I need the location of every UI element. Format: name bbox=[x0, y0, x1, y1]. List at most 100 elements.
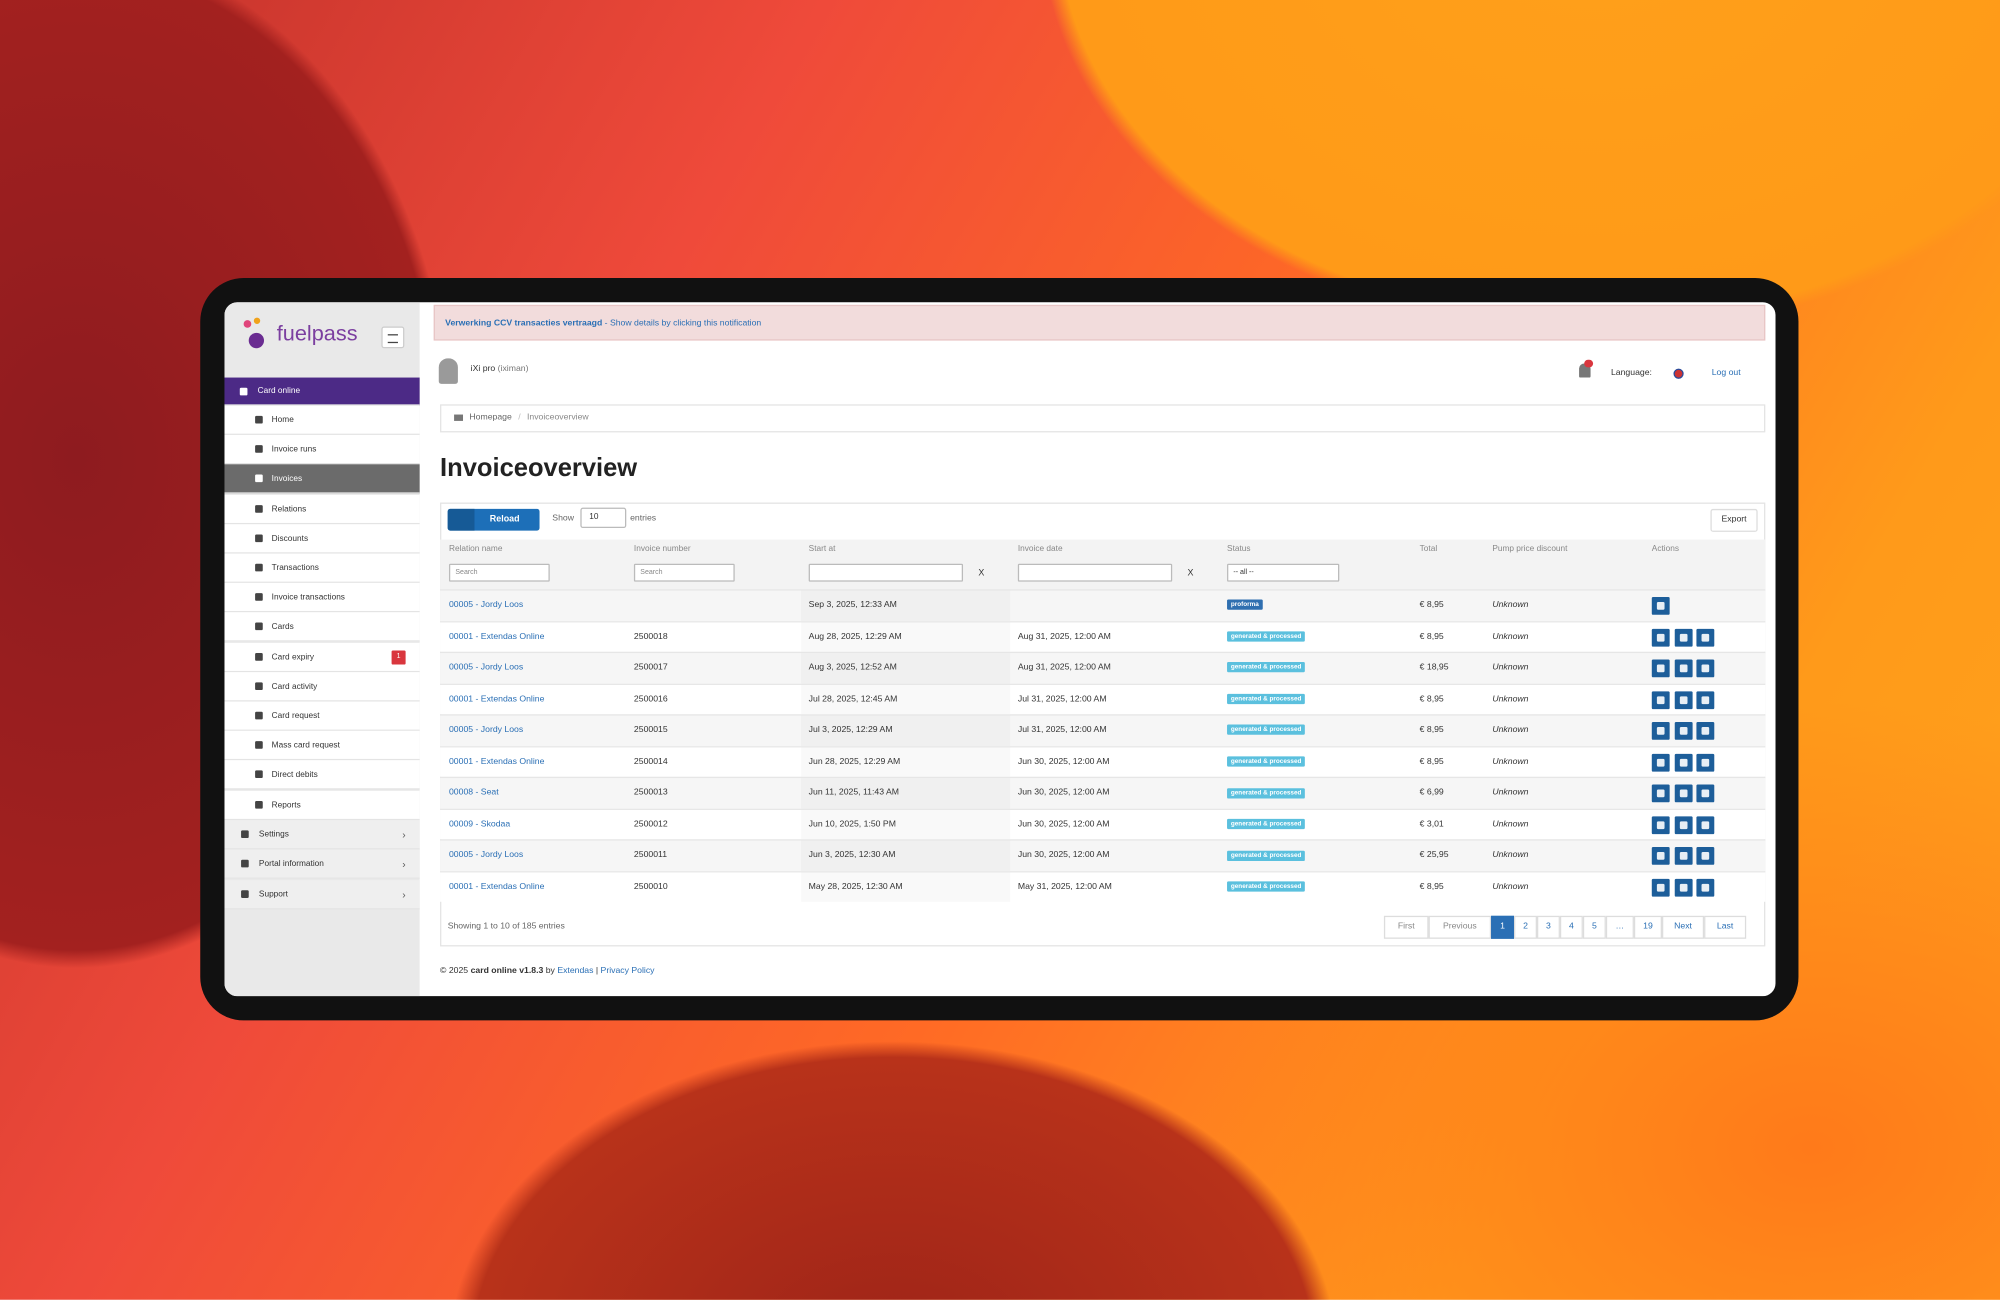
column-header[interactable]: Actions bbox=[1651, 544, 1679, 554]
search-relation[interactable]: Search bbox=[448, 563, 550, 582]
pagination-item[interactable]: First bbox=[1383, 915, 1429, 939]
pagination-item[interactable]: Previous bbox=[1428, 915, 1492, 939]
action-button[interactable] bbox=[1651, 596, 1670, 615]
start-at: Jul 28, 2025, 12:45 AM bbox=[808, 694, 898, 704]
action-button[interactable] bbox=[1696, 753, 1715, 772]
footer-company[interactable]: Extendas bbox=[557, 966, 594, 976]
status-cell: generated & processed bbox=[1227, 810, 1306, 841]
action-button[interactable] bbox=[1674, 690, 1692, 709]
sidebar-item[interactable]: Cards bbox=[224, 612, 420, 643]
sidebar-item[interactable]: Card request bbox=[224, 701, 420, 731]
relation-link[interactable]: 00001 - Extendas Online bbox=[448, 694, 545, 704]
sidebar-item[interactable]: Invoice transactions bbox=[224, 583, 420, 613]
pagination-item[interactable]: 1 bbox=[1491, 915, 1515, 939]
action-button[interactable] bbox=[1651, 784, 1670, 803]
status-filter[interactable]: -- all -- bbox=[1227, 563, 1340, 582]
column-header[interactable]: Total bbox=[1419, 544, 1438, 554]
export-button[interactable]: Export bbox=[1710, 508, 1758, 532]
start-at: Aug 3, 2025, 12:52 AM bbox=[808, 663, 897, 673]
pagination-item[interactable]: 4 bbox=[1559, 915, 1583, 939]
icon bbox=[241, 860, 249, 868]
relation-link[interactable]: 00005 - Jordy Loos bbox=[448, 851, 524, 861]
footer-privacy[interactable]: Privacy Policy bbox=[600, 966, 655, 976]
date-filter[interactable] bbox=[1017, 563, 1173, 582]
relation-link[interactable]: 00005 - Jordy Loos bbox=[448, 600, 524, 610]
action-button[interactable] bbox=[1696, 878, 1715, 897]
pagination-item[interactable]: 2 bbox=[1514, 915, 1537, 939]
action-button[interactable] bbox=[1696, 659, 1715, 678]
sidebar-item[interactable]: Invoice runs bbox=[224, 435, 420, 465]
action-button[interactable] bbox=[1674, 722, 1692, 741]
pagination-item[interactable]: 19 bbox=[1633, 915, 1662, 939]
sidebar-item[interactable]: Invoices bbox=[224, 464, 420, 495]
column-header[interactable]: Status bbox=[1227, 544, 1251, 554]
sidebar-item[interactable]: Card expiry 1 bbox=[224, 642, 420, 672]
action-button[interactable] bbox=[1651, 878, 1670, 897]
sidebar-item[interactable]: Transactions bbox=[224, 553, 420, 583]
start-filter[interactable] bbox=[808, 563, 964, 582]
action-button[interactable] bbox=[1651, 722, 1670, 741]
menu-toggle[interactable] bbox=[381, 326, 405, 349]
sidebar-item[interactable]: Discounts bbox=[224, 523, 420, 554]
sidebar-item[interactable]: Settings › bbox=[224, 819, 420, 850]
action-button[interactable] bbox=[1651, 816, 1670, 834]
pagination-item[interactable]: Last bbox=[1704, 915, 1747, 939]
page-size[interactable]: 10 bbox=[580, 507, 627, 529]
total: € 8,95 bbox=[1419, 757, 1444, 767]
action-button[interactable] bbox=[1674, 659, 1692, 678]
clear-start[interactable]: X bbox=[978, 568, 985, 578]
column-header[interactable]: Invoice date bbox=[1017, 544, 1063, 554]
action-button[interactable] bbox=[1696, 784, 1715, 803]
sidebar-item[interactable]: Mass card request bbox=[224, 731, 420, 761]
column-header[interactable]: Pump price discount bbox=[1492, 544, 1568, 554]
sidebar-section[interactable]: Card online bbox=[224, 377, 420, 406]
action-button[interactable] bbox=[1651, 753, 1670, 772]
show-label: Show bbox=[552, 514, 574, 523]
relation-link[interactable]: 00008 - Seat bbox=[448, 788, 499, 798]
action-button[interactable] bbox=[1696, 722, 1715, 741]
search-number[interactable]: Search bbox=[633, 563, 735, 582]
logo-icon bbox=[241, 317, 277, 356]
clear-date[interactable]: X bbox=[1187, 568, 1194, 578]
sidebar-item[interactable]: Support › bbox=[224, 879, 420, 910]
relation-link[interactable]: 00001 - Extendas Online bbox=[448, 757, 545, 767]
action-button[interactable] bbox=[1696, 690, 1715, 709]
relation-link[interactable]: 00001 - Extendas Online bbox=[448, 882, 545, 892]
action-button[interactable] bbox=[1674, 628, 1692, 647]
pagination-item[interactable]: 5 bbox=[1582, 915, 1606, 939]
action-button[interactable] bbox=[1696, 816, 1715, 834]
sidebar-item[interactable]: Reports bbox=[224, 790, 420, 820]
column-header[interactable]: Relation name bbox=[448, 544, 503, 554]
language-flag[interactable] bbox=[1673, 368, 1684, 379]
column-header[interactable]: Start at bbox=[808, 544, 836, 554]
sidebar-item[interactable]: Portal information › bbox=[224, 849, 420, 880]
notification-bell[interactable] bbox=[1579, 363, 1591, 378]
action-button[interactable] bbox=[1696, 847, 1715, 866]
relation-link[interactable]: 00005 - Jordy Loos bbox=[448, 663, 524, 673]
pagination-item[interactable]: … bbox=[1605, 915, 1634, 939]
action-button[interactable] bbox=[1651, 628, 1670, 647]
relation-link[interactable]: 00001 - Extendas Online bbox=[448, 632, 545, 642]
logout[interactable]: Log out bbox=[1711, 368, 1741, 378]
action-button[interactable] bbox=[1674, 847, 1692, 866]
sidebar-item[interactable]: Relations bbox=[224, 494, 420, 524]
relation-link[interactable]: 00009 - Skodaa bbox=[448, 819, 511, 829]
sidebar-item[interactable]: Card activity bbox=[224, 671, 420, 702]
sidebar-item[interactable]: Home bbox=[224, 405, 420, 435]
action-button[interactable] bbox=[1674, 878, 1692, 897]
pagination-item[interactable]: Next bbox=[1661, 915, 1705, 939]
notification[interactable]: Verwerking CCV transacties vertraagd - S… bbox=[433, 304, 1766, 341]
action-button[interactable] bbox=[1674, 784, 1692, 803]
reload-button[interactable]: Reload bbox=[447, 508, 540, 531]
column-header[interactable]: Invoice number bbox=[633, 544, 691, 554]
action-button[interactable] bbox=[1651, 690, 1670, 709]
action-button[interactable] bbox=[1696, 628, 1715, 647]
action-button[interactable] bbox=[1674, 816, 1692, 834]
action-button[interactable] bbox=[1674, 753, 1692, 772]
breadcrumb-item[interactable]: Homepage bbox=[469, 413, 512, 423]
action-button[interactable] bbox=[1651, 847, 1670, 866]
pagination-item[interactable]: 3 bbox=[1536, 915, 1560, 939]
sidebar-item[interactable]: Direct debits bbox=[224, 760, 420, 791]
action-button[interactable] bbox=[1651, 659, 1670, 678]
relation-link[interactable]: 00005 - Jordy Loos bbox=[448, 726, 524, 735]
